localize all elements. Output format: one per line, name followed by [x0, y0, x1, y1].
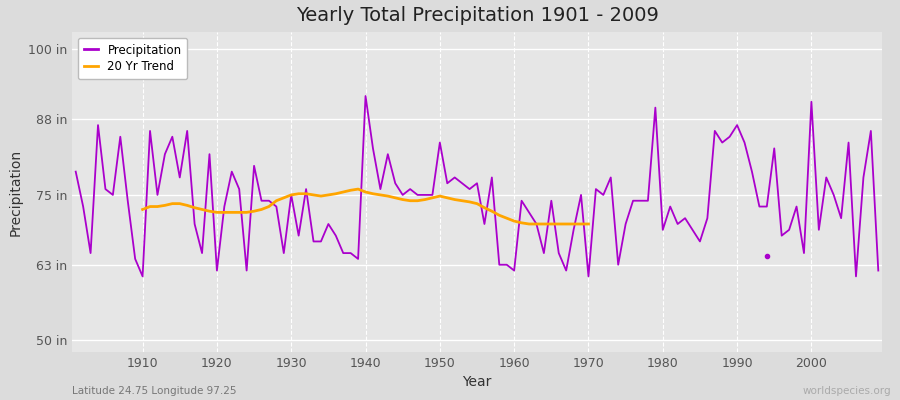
- Text: worldspecies.org: worldspecies.org: [803, 386, 891, 396]
- 20 Yr Trend: [524, 222, 535, 226]
- Precipitation: [360, 94, 371, 98]
- Precipitation: [524, 210, 535, 215]
- 20 Yr Trend: [227, 210, 238, 215]
- Y-axis label: Precipitation: Precipitation: [8, 148, 22, 236]
- 20 Yr Trend: [412, 198, 423, 203]
- 20 Yr Trend: [583, 222, 594, 226]
- Precipitation: [130, 256, 140, 261]
- 20 Yr Trend: [382, 194, 393, 198]
- Precipitation: [517, 198, 527, 203]
- Legend: Precipitation, 20 Yr Trend: Precipitation, 20 Yr Trend: [78, 38, 187, 79]
- Precipitation: [613, 262, 624, 267]
- Precipitation: [70, 169, 81, 174]
- 20 Yr Trend: [293, 191, 304, 196]
- Title: Yearly Total Precipitation 1901 - 2009: Yearly Total Precipitation 1901 - 2009: [295, 6, 659, 25]
- 20 Yr Trend: [353, 187, 364, 192]
- Precipitation: [873, 268, 884, 273]
- X-axis label: Year: Year: [463, 376, 491, 390]
- 20 Yr Trend: [137, 207, 148, 212]
- Precipitation: [301, 187, 311, 192]
- Precipitation: [137, 274, 148, 279]
- Precipitation: [346, 251, 356, 256]
- Line: Precipitation: Precipitation: [76, 96, 878, 276]
- 20 Yr Trend: [241, 210, 252, 215]
- Text: Latitude 24.75 Longitude 97.25: Latitude 24.75 Longitude 97.25: [72, 386, 237, 396]
- Line: 20 Yr Trend: 20 Yr Trend: [142, 189, 589, 224]
- 20 Yr Trend: [538, 222, 549, 226]
